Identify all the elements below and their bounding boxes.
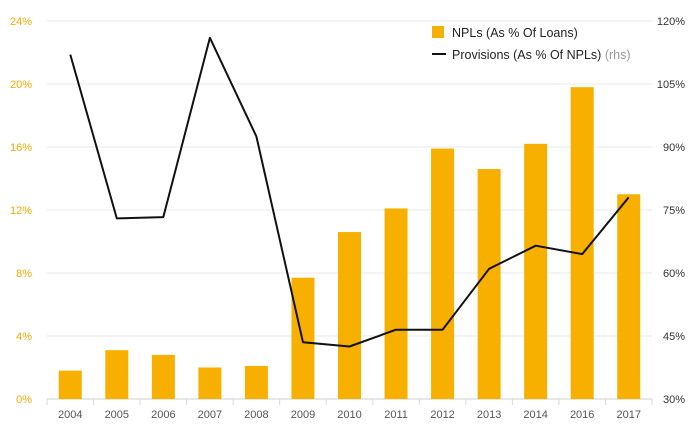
y-left-tick-label: 24% xyxy=(10,16,32,28)
x-tick-label: 2006 xyxy=(151,409,175,421)
x-tick-label: 2010 xyxy=(337,409,361,421)
bar-npls-2016 xyxy=(570,87,594,400)
legend-swatch-npls xyxy=(432,26,444,38)
x-tick-label: 2009 xyxy=(291,409,315,421)
x-tick-label: 2014 xyxy=(523,409,547,421)
y-right-tick-label: 45% xyxy=(663,331,685,343)
legend-label-provisions-name: Provisions (As % Of NPLs) xyxy=(452,48,601,62)
bar-npls-2004 xyxy=(58,370,82,399)
bar-npls-2012 xyxy=(431,148,455,399)
y-right-tick-label: 90% xyxy=(663,142,685,154)
x-tick-label: 2012 xyxy=(430,409,454,421)
legend-label-provisions-suffix: (rhs) xyxy=(605,48,631,62)
legend-label-npls: NPLs (As % Of Loans) xyxy=(452,26,578,40)
x-axis: 2004 2005 2006 2007 2008 2009 2010 2011 2012 2013… xyxy=(46,399,653,421)
y-left-tick-label: 12% xyxy=(10,205,32,217)
bar-npls-2010 xyxy=(338,232,361,399)
x-tick-label: 2011 xyxy=(384,409,408,421)
bar-npls-2006 xyxy=(151,354,175,399)
x-tick-label: 2004 xyxy=(58,409,82,421)
y-left-tick-label: 20% xyxy=(10,79,32,91)
y-right-tick-label: 105% xyxy=(657,79,685,91)
bar-npls-2017 xyxy=(617,194,641,399)
y-left-tick-label: 0% xyxy=(16,394,32,406)
y-right-tick-label: 60% xyxy=(663,268,685,280)
x-tick-label: 2008 xyxy=(244,409,268,421)
bar-npls-2013 xyxy=(477,169,501,399)
x-tick-label: 2005 xyxy=(105,409,129,421)
bar-npls-2014 xyxy=(524,143,548,399)
y-right-tick-label: 30% xyxy=(663,394,685,406)
x-tick-label: 2016 xyxy=(570,409,594,421)
right-axis: 30% 45% 60% 75% 90% 105% 120% xyxy=(657,16,685,406)
bar-npls-2008 xyxy=(244,365,268,399)
x-tick-label: 2013 xyxy=(477,409,501,421)
y-left-tick-label: 16% xyxy=(10,142,32,154)
left-axis: 0% 4% 8% 12% 16% 20% 24% xyxy=(10,16,32,406)
bar-npls-2007 xyxy=(198,367,222,399)
y-left-tick-label: 8% xyxy=(16,268,32,280)
y-right-tick-label: 75% xyxy=(663,205,685,217)
y-right-tick-label: 120% xyxy=(657,16,685,28)
bar-npls-2011 xyxy=(384,208,408,399)
y-left-tick-label: 4% xyxy=(16,331,32,343)
x-tick-label: 2017 xyxy=(616,409,640,421)
provisions-line xyxy=(69,36,630,348)
bar-npls-2005 xyxy=(105,350,129,399)
bar-series xyxy=(58,87,641,400)
legend: NPLs (As % Of Loans) Provisions (As % Of… xyxy=(432,26,631,62)
legend-label-provisions: Provisions (As % Of NPLs) (rhs) xyxy=(452,48,631,62)
x-tick-label: 2007 xyxy=(198,409,222,421)
